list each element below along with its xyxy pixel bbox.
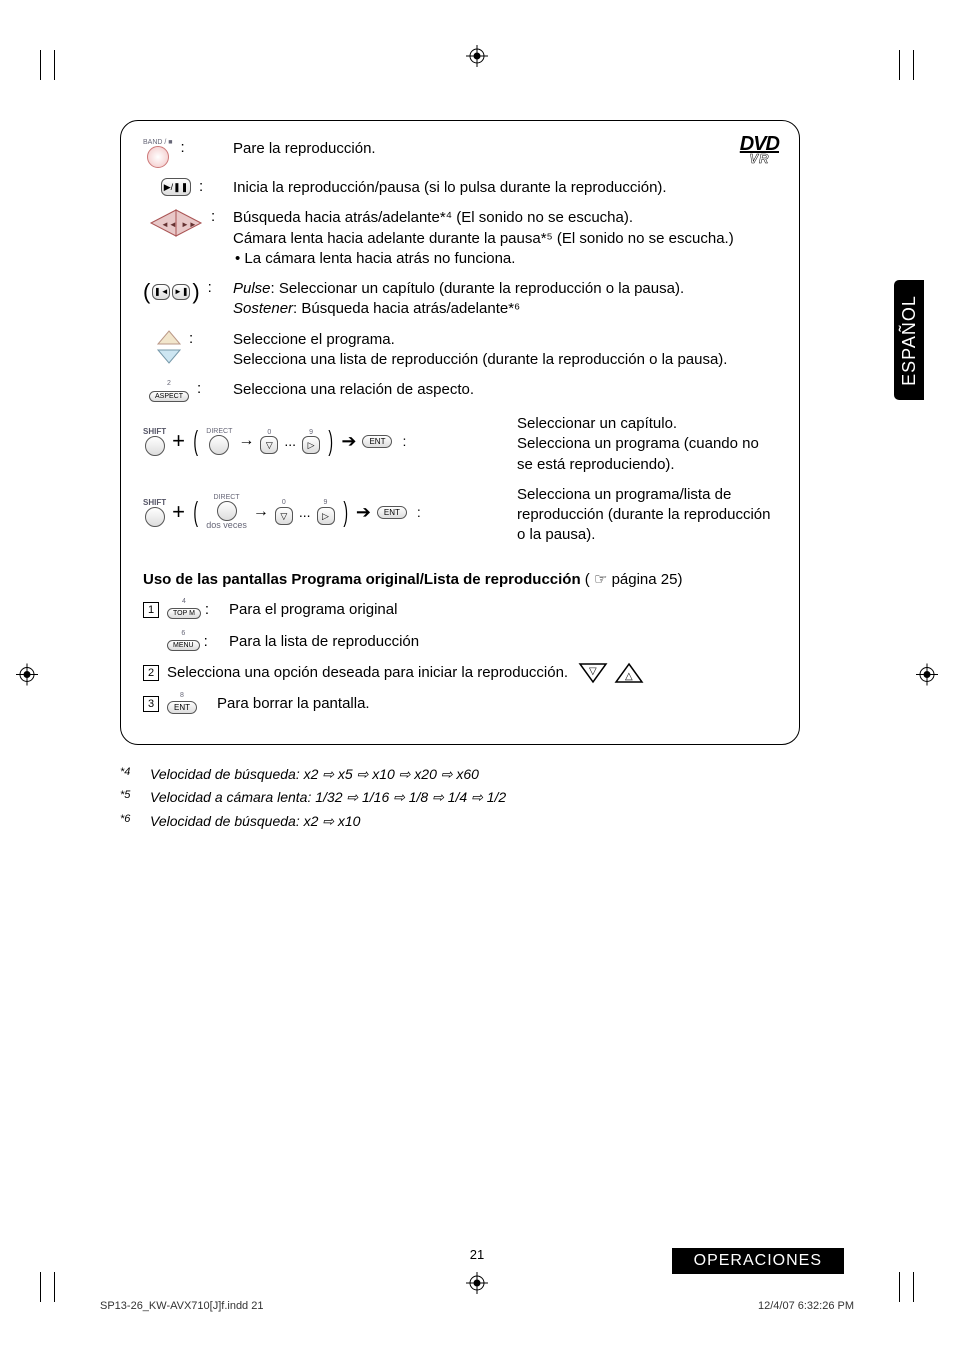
step-number-2: 2 — [143, 665, 159, 681]
aspect-button-icon: 2 ASPECT — [149, 380, 189, 404]
page-number: 21 — [470, 1247, 484, 1262]
footnotes: *4Velocidad de búsqueda: x2 ⇨ x5 ⇨ x10 ⇨… — [120, 763, 800, 834]
aspect-description: Selecciona una relación de aspecto. — [233, 380, 777, 400]
print-timestamp: 12/4/07 6:32:26 PM — [758, 1300, 854, 1312]
step-number-1: 1 — [143, 602, 159, 618]
down-triangle-icon: ▽ — [578, 662, 608, 684]
print-job-info: SP13-26_KW-AVX710[J]f.indd 21 12/4/07 6:… — [100, 1300, 854, 1312]
language-tab: ESPAÑOL — [894, 280, 924, 400]
ent-button-icon: 8 ENT — [167, 692, 197, 716]
shift-direct-combo-1: SHIFT + ( DIRECT → 0 ▽ ... — [143, 427, 517, 456]
page-content: DVD VR BAND / ■ : Pare la reproducción. … — [120, 120, 800, 834]
search-buttons-icon: ◄◄ ►► — [149, 208, 203, 242]
section-footer-bar: OPERACIONES — [672, 1248, 844, 1274]
footnote-6: Velocidad de búsqueda: x2 ⇨ x10 — [150, 810, 360, 834]
registration-mark-left — [16, 664, 38, 689]
shift-direct-combo-2: SHIFT + ( DIRECT dos veces → 0 ▽ — [143, 494, 517, 530]
registration-mark-right — [916, 664, 938, 689]
stop-description: Pare la reproducción. — [233, 139, 777, 159]
registration-mark-top — [466, 45, 488, 70]
band-stop-button-icon: BAND / ■ — [143, 139, 173, 168]
search-bullet: • La cámara lenta hacia atrás no funcion… — [233, 249, 777, 269]
up-down-buttons-icon — [157, 330, 181, 368]
step3-text: Para borrar la pantalla. — [217, 695, 370, 712]
step2-text: Selecciona una opción deseada para inici… — [167, 664, 568, 681]
combo1-result-1: Seleccionar un capítulo. — [517, 414, 777, 434]
menu-button-icon: 6 MENU — [167, 630, 200, 654]
dvd-vr-badge: DVD VR — [740, 135, 779, 165]
footnote-5: Velocidad a cámara lenta: 1/32 ⇨ 1/16 ⇨ … — [150, 786, 506, 810]
up-triangle-icon: △ — [614, 662, 644, 684]
topm-button-icon: 4 TOP M — [167, 598, 201, 622]
footnote-4: Velocidad de búsqueda: x2 ⇨ x5 ⇨ x10 ⇨ x… — [150, 763, 479, 787]
svg-text:►►: ►► — [181, 220, 197, 229]
program-line2: Selecciona una lista de reproducción (du… — [233, 350, 777, 370]
svg-text:◄◄: ◄◄ — [161, 220, 177, 229]
combo1-result-2: Selecciona un programa (cuando no se est… — [517, 434, 777, 475]
search-line1: Búsqueda hacia atrás/adelante*⁴ (El soni… — [233, 208, 777, 228]
language-tab-label: ESPAÑOL — [899, 295, 920, 386]
registration-mark-bottom — [466, 1272, 488, 1297]
combo2-result: Selecciona un programa/lista de reproduc… — [517, 485, 777, 546]
skip-buttons-icon: ( ❚◄ ►❚ ) — [143, 279, 200, 305]
operations-panel: DVD VR BAND / ■ : Pare la reproducción. … — [120, 120, 800, 745]
svg-text:▽: ▽ — [589, 666, 597, 677]
search-line2: Cámara lenta hacia adelante durante la p… — [233, 229, 777, 249]
section-title: Uso de las pantallas Programa original/L… — [143, 570, 777, 588]
step-number-3: 3 — [143, 696, 159, 712]
chapter-pulse: Pulse: Seleccionar un capítulo (durante … — [233, 279, 777, 299]
play-description: Inicia la reproducción/pausa (si lo puls… — [233, 178, 777, 198]
step1b-text: Para la lista de reproducción — [229, 633, 419, 650]
play-pause-button-icon: ▶/❚❚ — [161, 178, 191, 196]
chapter-hold: Sostener: Búsqueda hacia atrás/adelante*… — [233, 299, 777, 319]
svg-text:△: △ — [625, 671, 633, 682]
program-line1: Seleccione el programa. — [233, 330, 777, 350]
step1a-text: Para el programa original — [229, 601, 397, 618]
print-file: SP13-26_KW-AVX710[J]f.indd 21 — [100, 1300, 263, 1312]
